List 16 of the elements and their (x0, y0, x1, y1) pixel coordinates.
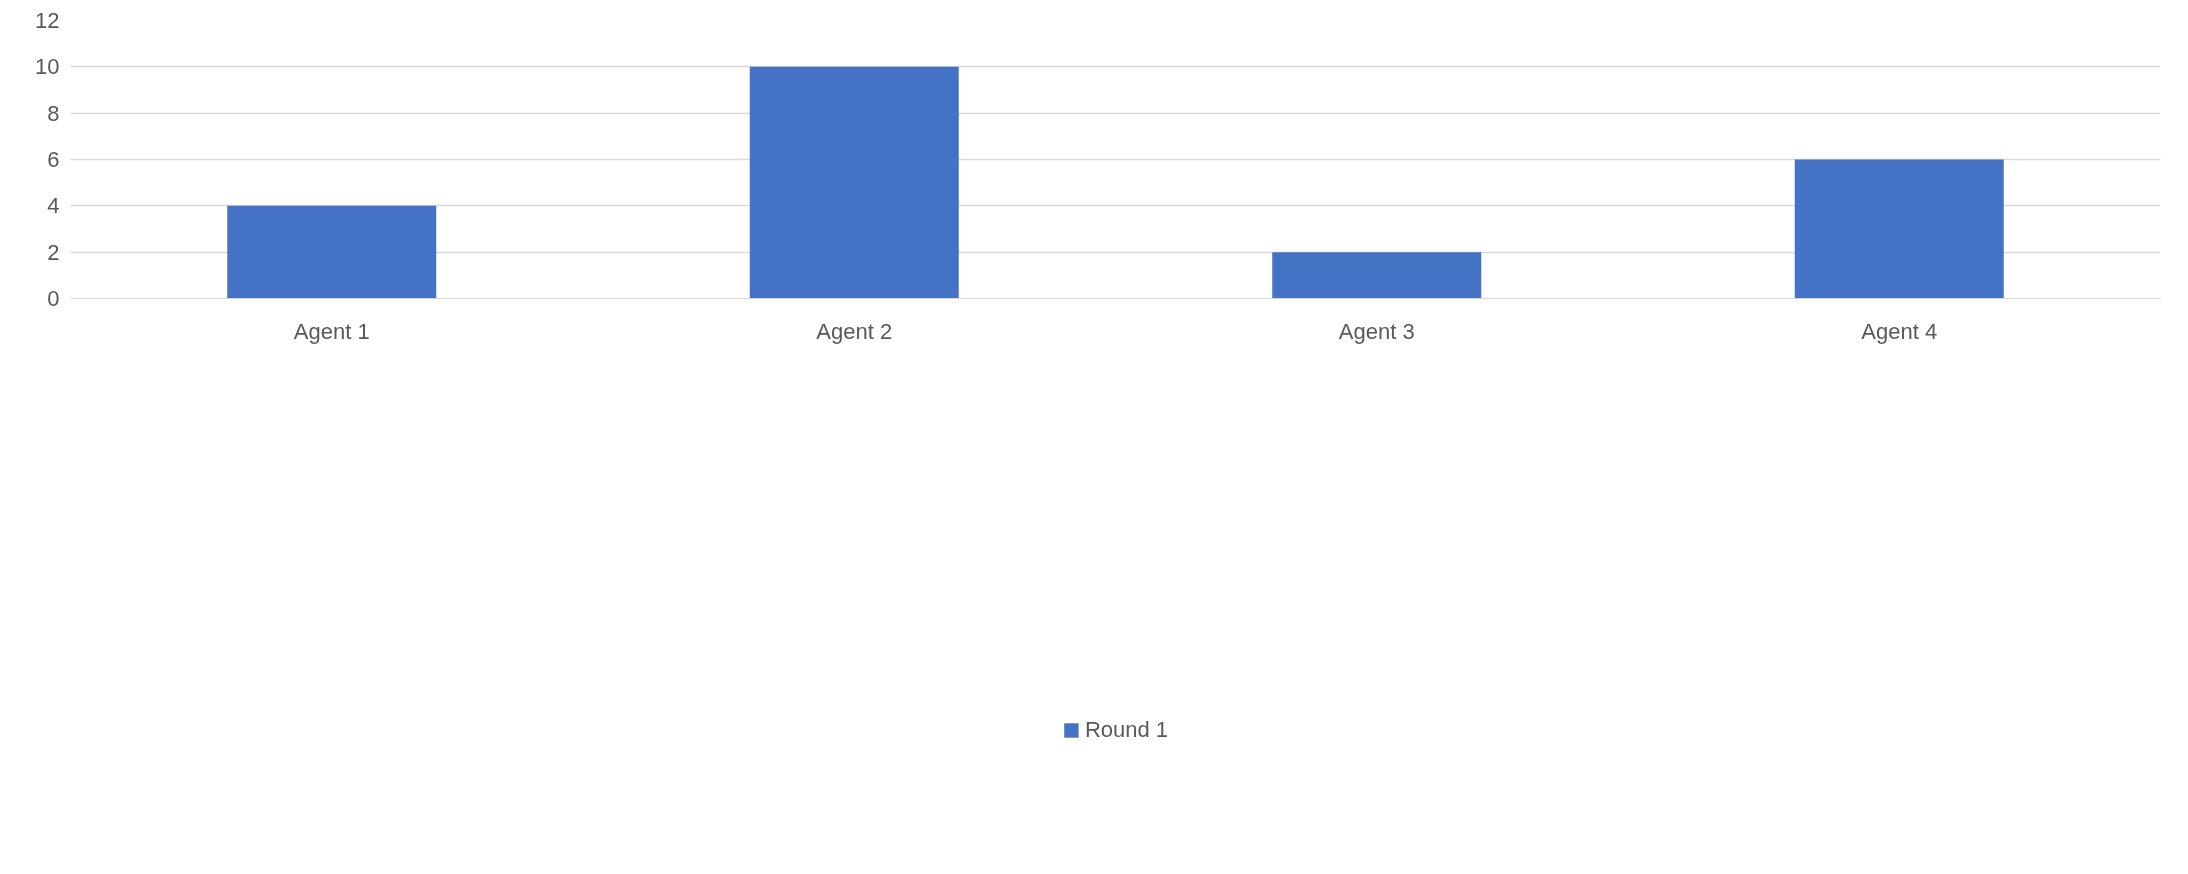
x-tick-label: Agent 2 (816, 318, 893, 344)
bar (1272, 252, 1482, 299)
y-tick-label: 0 (47, 286, 60, 311)
y-tick-label: 10 (35, 54, 60, 80)
bar (749, 66, 959, 299)
x-tick-label: Agent 3 (1338, 318, 1415, 344)
x-tick-label: Agent 1 (293, 318, 370, 344)
y-tick-label: 2 (47, 239, 60, 265)
y-tick-label: 4 (47, 193, 60, 219)
bar (1794, 159, 2004, 299)
y-tick-label: 6 (47, 147, 60, 172)
bar (227, 205, 437, 299)
y-tick-label: 12 (35, 8, 60, 33)
legend-label: Round 1 (1084, 716, 1169, 743)
y-tick-label: 8 (47, 100, 60, 126)
x-tick-label: Agent 4 (1861, 318, 1938, 344)
